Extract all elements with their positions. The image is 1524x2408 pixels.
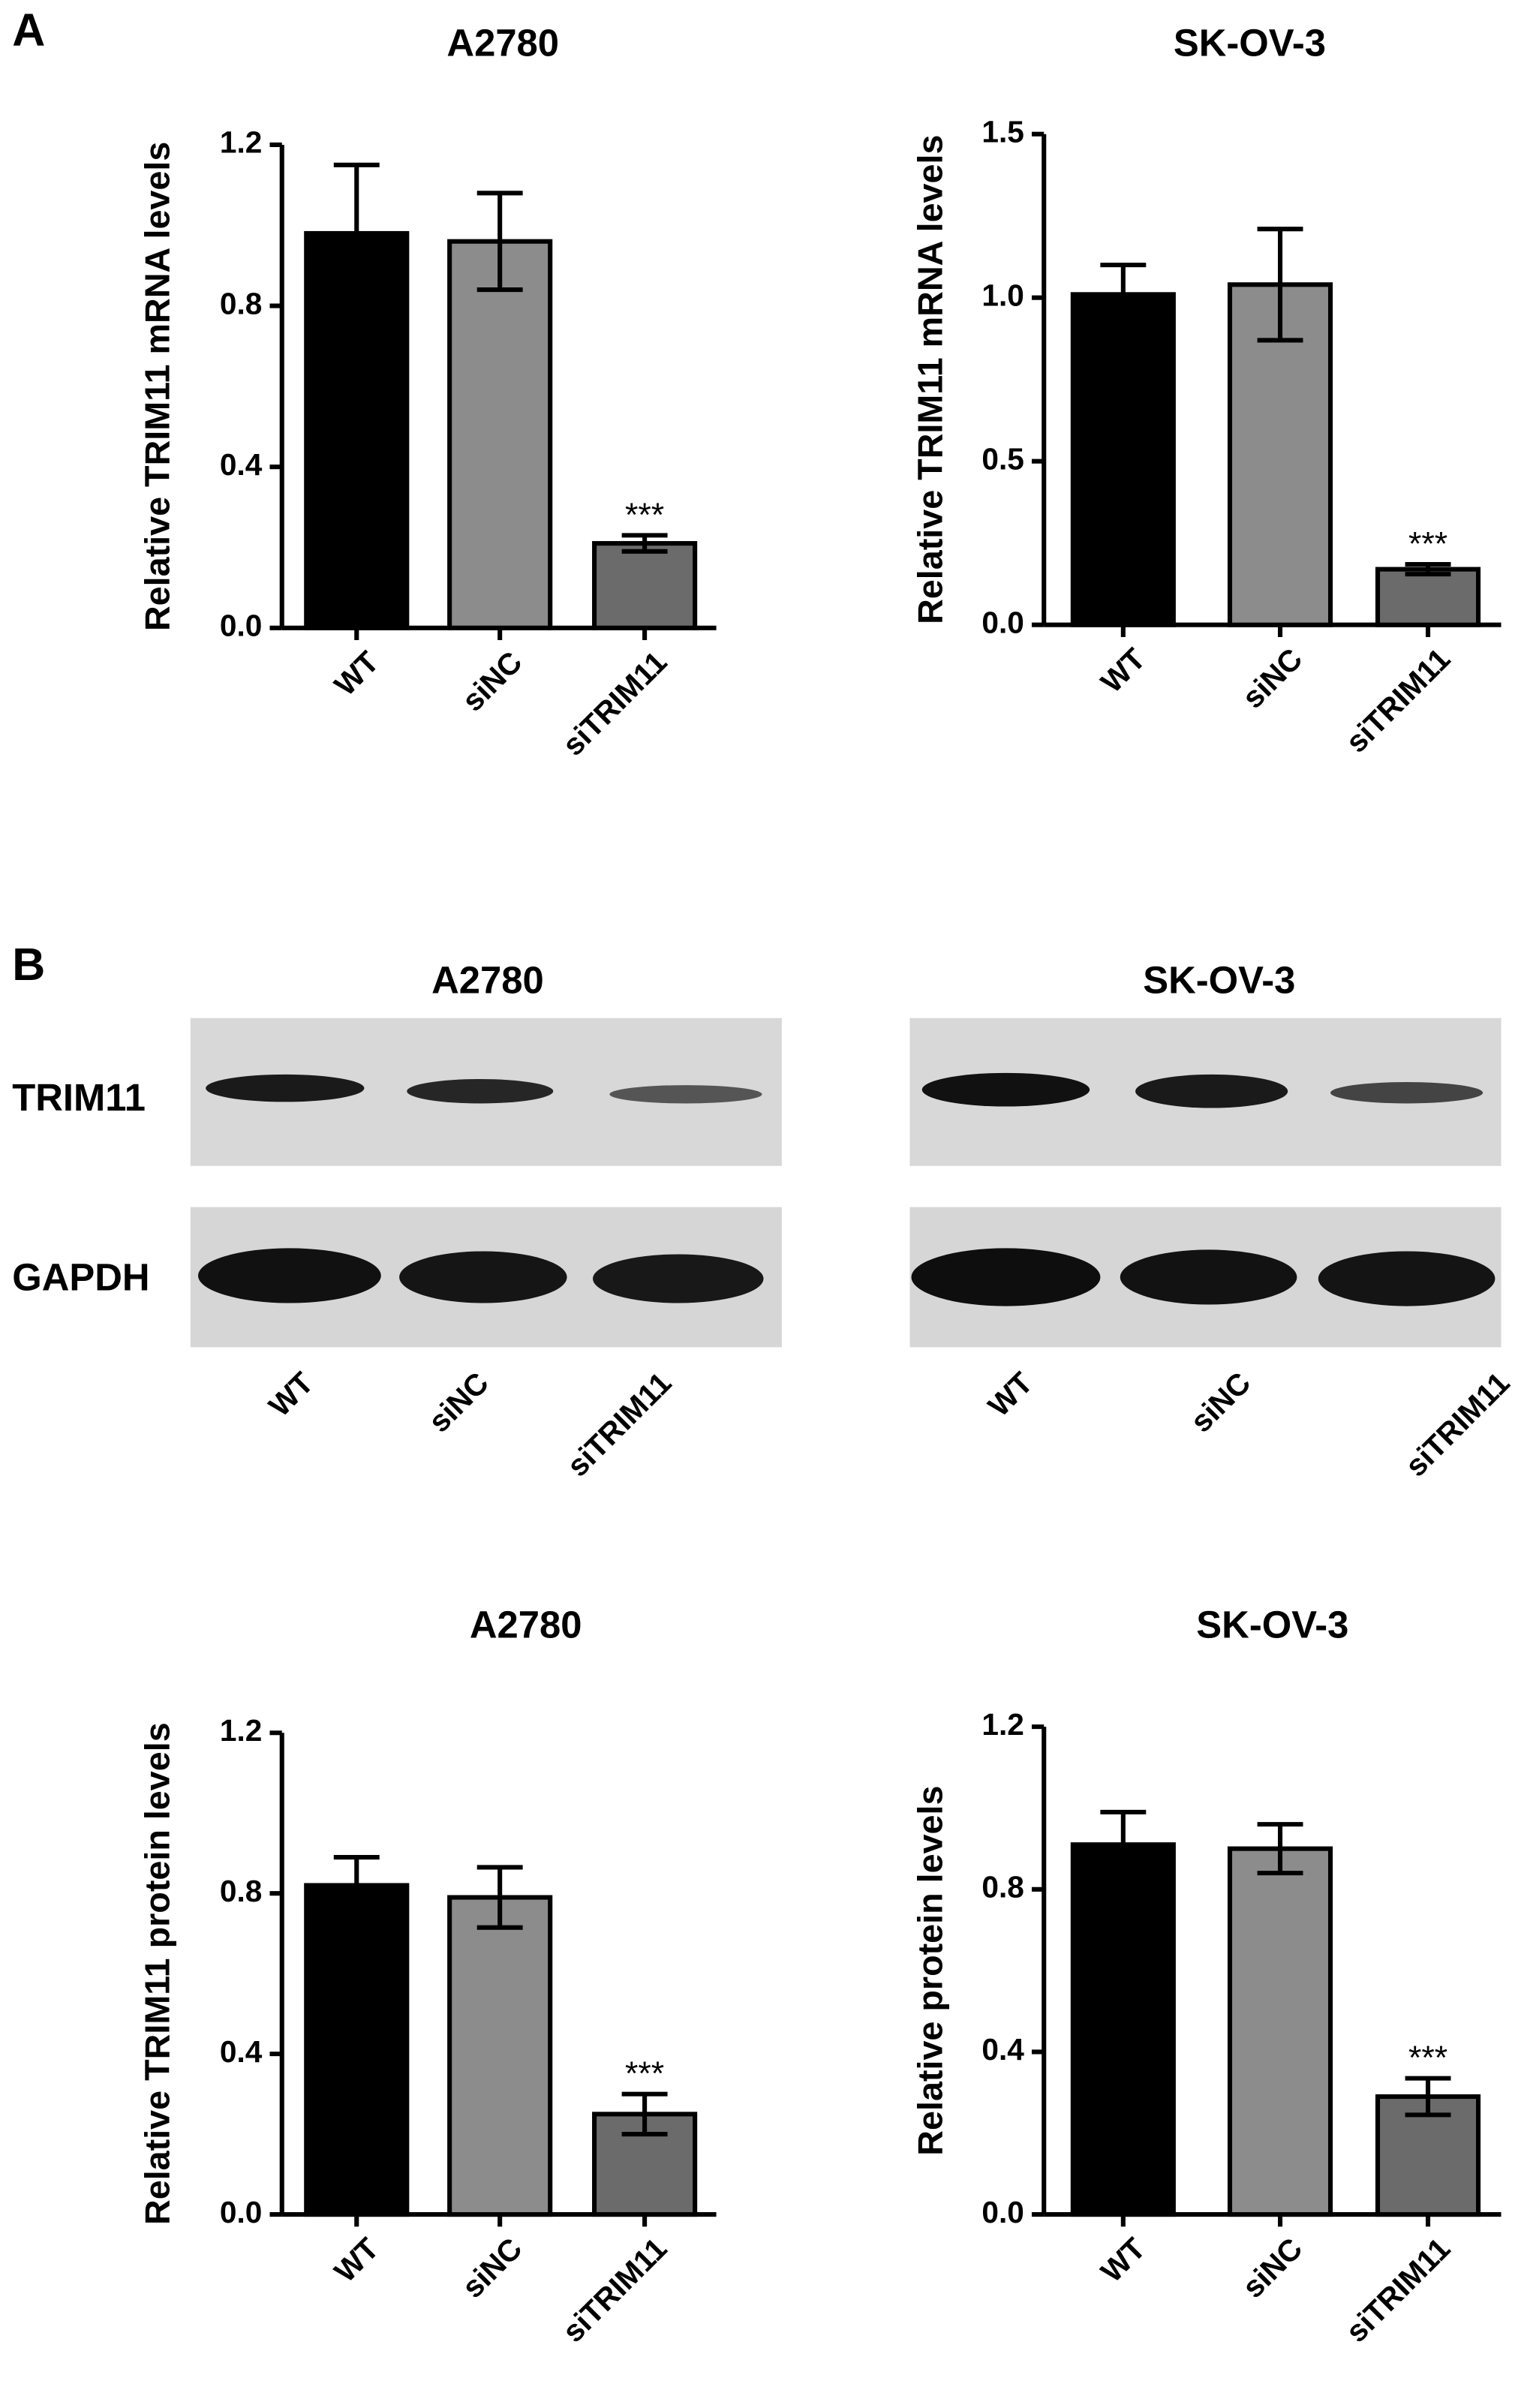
error-bar bbox=[1405, 2076, 1451, 2118]
x-tick-label: siTRIM11 bbox=[555, 2231, 673, 2349]
bar bbox=[1227, 1846, 1333, 2217]
y-axis-label: Relative TRIM11 mRNA levels bbox=[910, 135, 949, 624]
chart-title: A2780 bbox=[470, 1604, 582, 1646]
bar bbox=[592, 541, 698, 630]
x-tick-label: siNC bbox=[1235, 2231, 1309, 2304]
y-tick-label: 0.0 bbox=[981, 2195, 1024, 2229]
y-axis-label: Relative TRIM11 protein levels bbox=[138, 1722, 177, 2225]
error-bar bbox=[476, 1865, 523, 1930]
y-tick-label: 0.0 bbox=[220, 2195, 262, 2229]
bar bbox=[447, 239, 553, 630]
error-bar bbox=[1100, 1809, 1147, 1880]
significance: *** bbox=[1408, 2040, 1447, 2076]
x-tick-label: siTRIM11 bbox=[555, 645, 673, 762]
y-tick-label: 0.5 bbox=[981, 441, 1024, 476]
bar bbox=[447, 1895, 553, 2217]
panel-label: A bbox=[12, 5, 45, 56]
bar bbox=[1070, 292, 1176, 627]
error-bar bbox=[476, 191, 523, 293]
x-tick-label: WT bbox=[327, 2231, 385, 2289]
bar bbox=[1375, 567, 1481, 627]
x-tick-label: WT bbox=[327, 645, 385, 702]
y-tick-label: 0.4 bbox=[220, 447, 263, 482]
y-axis-label: Relative protein levels bbox=[910, 1785, 949, 2155]
x-tick-label: WT bbox=[1094, 642, 1152, 699]
x-tick-label: siNC bbox=[455, 645, 529, 718]
chart-title: SK-OV-3 bbox=[1196, 1604, 1348, 1646]
blot-title: A2780 bbox=[431, 958, 544, 1001]
blot-title: SK-OV-3 bbox=[1143, 958, 1295, 1001]
blot-row-label: TRIM11 bbox=[12, 1076, 146, 1119]
x-tick-label: siNC bbox=[455, 2231, 529, 2304]
x-tick-label: WT bbox=[1094, 2231, 1152, 2289]
panel-label: B bbox=[12, 939, 45, 990]
chart-title: A2780 bbox=[446, 21, 559, 64]
bar bbox=[304, 1883, 410, 2217]
chart-title: SK-OV-3 bbox=[1174, 21, 1326, 64]
y-tick-label: 1.2 bbox=[220, 125, 262, 160]
y-tick-label: 0.8 bbox=[220, 1874, 262, 1908]
significance: *** bbox=[625, 2055, 664, 2092]
error-bar bbox=[1257, 227, 1303, 343]
x-tick-label: siNC bbox=[1235, 642, 1309, 715]
error-bar bbox=[333, 162, 380, 305]
error-bar bbox=[1257, 1822, 1303, 1876]
y-tick-label: 0.0 bbox=[220, 609, 262, 643]
y-tick-label: 0.8 bbox=[220, 286, 262, 320]
y-tick-label: 1.2 bbox=[220, 1713, 262, 1748]
y-tick-label: 1.5 bbox=[981, 114, 1024, 149]
y-tick-label: 0.4 bbox=[981, 2032, 1024, 2067]
x-tick-label: siTRIM11 bbox=[1339, 642, 1456, 759]
y-tick-label: 0.8 bbox=[981, 1870, 1024, 1904]
error-bar bbox=[333, 1855, 380, 1916]
lane-label: siNC bbox=[422, 1365, 495, 1438]
x-tick-label: siTRIM11 bbox=[1339, 2231, 1456, 2349]
error-bar bbox=[1405, 562, 1451, 577]
error-bar bbox=[621, 2091, 668, 2137]
blot-row-label: GAPDH bbox=[12, 1255, 149, 1298]
y-tick-label: 1.0 bbox=[981, 278, 1024, 312]
error-bar bbox=[621, 533, 668, 554]
error-bar bbox=[1100, 263, 1147, 326]
lane-label: WT bbox=[981, 1365, 1039, 1423]
lane-label: siTRIM11 bbox=[561, 1365, 678, 1483]
blot-images bbox=[190, 1018, 1501, 1348]
lane-label: siTRIM11 bbox=[1399, 1365, 1516, 1483]
lane-label: WT bbox=[262, 1365, 320, 1423]
y-axis-label: Relative TRIM11 mRNA levels bbox=[138, 142, 177, 631]
y-tick-label: 1.2 bbox=[981, 1707, 1024, 1742]
significance: *** bbox=[625, 497, 664, 534]
y-tick-label: 0.4 bbox=[220, 2034, 263, 2069]
bar bbox=[1070, 1842, 1176, 2217]
y-tick-label: 0.0 bbox=[981, 605, 1024, 639]
significance: *** bbox=[1408, 525, 1447, 562]
lane-label: siNC bbox=[1183, 1365, 1257, 1438]
